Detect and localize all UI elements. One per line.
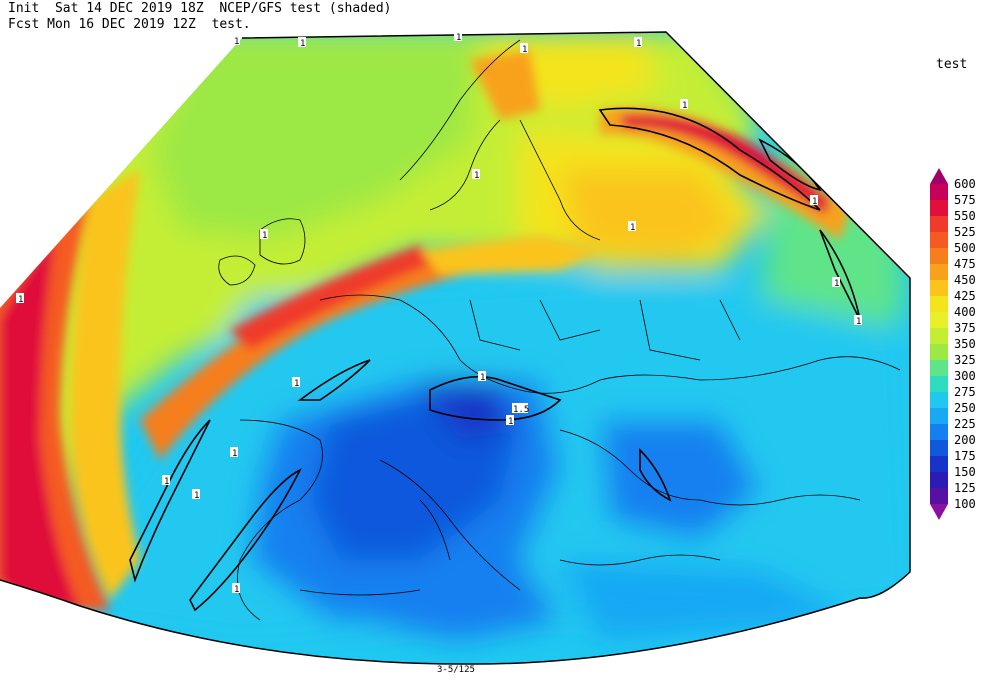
- colorbar-tick-label: 250: [954, 401, 976, 415]
- field-name-label: test: [936, 57, 968, 72]
- svg-text:1: 1: [474, 171, 479, 181]
- svg-text:1.5: 1.5: [513, 405, 529, 415]
- svg-text:1: 1: [234, 585, 239, 595]
- colorbar-tick-label: 500: [954, 241, 976, 255]
- contour-label: 1: [162, 475, 170, 487]
- svg-text:1: 1: [812, 197, 817, 207]
- svg-text:1: 1: [480, 373, 485, 383]
- contour-label: 1.5: [512, 403, 529, 415]
- colorbar-segment: [930, 488, 948, 504]
- contour-label: 1: [16, 293, 24, 305]
- contour-label: 1: [230, 447, 238, 459]
- contour-label: 1: [478, 371, 486, 383]
- contour-label-group: 1 1 1 1 1 1 1 1 1 1 1 1 1 1 1 1 1 1 1 1 …: [16, 31, 862, 595]
- colorbar-tick-label: 600: [954, 177, 976, 191]
- colorbar-segment: [930, 472, 948, 488]
- colorbar-tick-label: 150: [954, 465, 976, 479]
- colorbar-top-triangle: [930, 168, 948, 184]
- colorbar: [930, 168, 948, 520]
- colorbar-segment: [930, 184, 948, 200]
- svg-text:1: 1: [164, 477, 169, 487]
- svg-text:1: 1: [856, 317, 861, 327]
- colorbar-segment: [930, 344, 948, 360]
- contour-label: 1: [454, 31, 462, 43]
- colorbar-tick-label: 300: [954, 369, 976, 383]
- colorbar-tick-label: 425: [954, 289, 976, 303]
- colorbar-tick-label: 125: [954, 481, 976, 495]
- colorbar-segment: [930, 376, 948, 392]
- contour-label: 1: [832, 277, 840, 289]
- colorbar-segment: [930, 200, 948, 216]
- colorbar-tick-label: 225: [954, 417, 976, 431]
- svg-text:1: 1: [522, 45, 527, 55]
- contour-label: 1: [232, 583, 240, 595]
- colorbar-segment: [930, 312, 948, 328]
- coastlines: [218, 39, 901, 621]
- colorbar-segment: [930, 424, 948, 440]
- svg-text:1: 1: [834, 279, 839, 289]
- colorbar-segment: [930, 392, 948, 408]
- contour-label: 1: [628, 221, 636, 233]
- colorbar-tick-label: 275: [954, 385, 976, 399]
- svg-text:1: 1: [234, 37, 239, 47]
- svg-text:1: 1: [194, 491, 199, 501]
- colorbar-tick-label: 575: [954, 193, 976, 207]
- contour-label: 1: [854, 315, 862, 327]
- svg-text:1: 1: [232, 449, 237, 459]
- contour-label: 1: [810, 195, 818, 207]
- contour-label: 1: [298, 37, 306, 49]
- contour-label: 1: [260, 229, 268, 241]
- colorbar-tick-label: 475: [954, 257, 976, 271]
- svg-text:1: 1: [508, 417, 513, 427]
- contour-label: 1: [472, 169, 480, 181]
- colorbar-tick-label: 375: [954, 321, 976, 335]
- svg-text:1: 1: [294, 379, 299, 389]
- colorbar-tick-label: 450: [954, 273, 976, 287]
- colorbar-segment: [930, 280, 948, 296]
- contour-label: 1: [520, 43, 528, 55]
- colorbar-segment: [930, 232, 948, 248]
- svg-text:1: 1: [18, 295, 23, 305]
- map-frame: [0, 31, 911, 665]
- init-time-title: Init Sat 14 DEC 2019 18Z NCEP/GFS test (…: [8, 1, 392, 16]
- contour-label: 1: [680, 99, 688, 111]
- colorbar-segment: [930, 440, 948, 456]
- svg-text:1: 1: [262, 231, 267, 241]
- contour-label: 1: [292, 377, 300, 389]
- colorbar-tick-label: 325: [954, 353, 976, 367]
- colorbar-tick-label: 350: [954, 337, 976, 351]
- forecast-time-title: Fcst Mon 16 DEC 2019 12Z test.: [8, 17, 251, 32]
- colorbar-segment: [930, 456, 948, 472]
- contour-label: 1: [506, 415, 514, 427]
- footer-label: 3-5/125: [436, 665, 476, 675]
- colorbar-tick-label: 400: [954, 305, 976, 319]
- colorbar-segment: [930, 264, 948, 280]
- svg-text:1: 1: [630, 223, 635, 233]
- colorbar-tick-label: 175: [954, 449, 976, 463]
- svg-text:1: 1: [682, 101, 687, 111]
- colorbar-tick-label: 100: [954, 497, 976, 511]
- colorbar-segment: [930, 296, 948, 312]
- contour-label: 1: [634, 37, 642, 49]
- colorbar-bottom-triangle: [930, 504, 948, 520]
- colorbar-tick-label: 200: [954, 433, 976, 447]
- svg-text:1: 1: [636, 39, 641, 49]
- colorbar-tick-label: 525: [954, 225, 976, 239]
- contour-lines: [129, 107, 861, 612]
- colorbar-segment: [930, 360, 948, 376]
- colorbar-segment: [930, 216, 948, 232]
- contour-label: 1: [232, 35, 240, 47]
- colorbar-tick-label: 550: [954, 209, 976, 223]
- colorbar-segment: [930, 328, 948, 344]
- colorbar-segment: [930, 248, 948, 264]
- colorbar-segment: [930, 408, 948, 424]
- svg-text:1: 1: [300, 39, 305, 49]
- contour-label: 1: [192, 489, 200, 501]
- svg-text:1: 1: [456, 33, 461, 43]
